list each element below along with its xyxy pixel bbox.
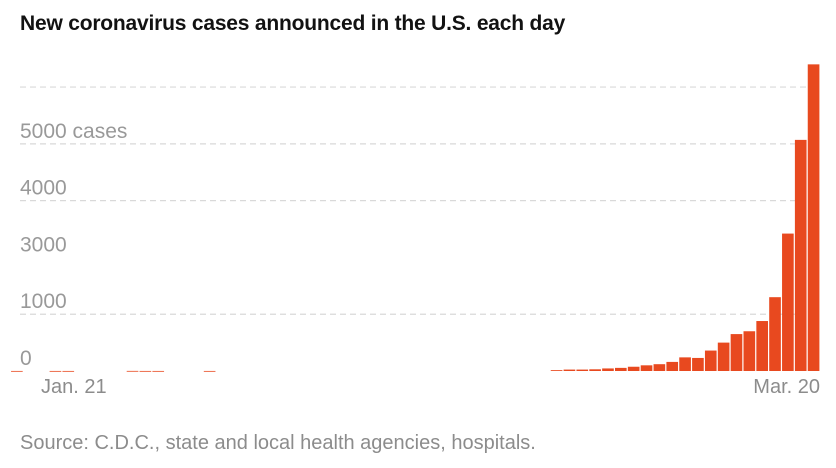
bar-day-12 (152, 370, 165, 372)
x-tick-label-start: Jan. 21 (41, 376, 107, 398)
source-note: Source: C.D.C., state and local health a… (20, 432, 536, 454)
y-tick-label-0: 0 (20, 347, 32, 370)
bar-day-59 (756, 321, 768, 371)
bar-chart: 0 1000 3000 4000 5000 cases Jan. 21 Mar. 20 (11, 64, 820, 398)
y-tick-label-4000: 5000 cases (20, 120, 127, 143)
y-tick-label-1000: 1000 (20, 290, 67, 313)
bar-day-60 (769, 297, 781, 371)
bar-day-48 (615, 367, 627, 371)
bar-day-57 (730, 334, 743, 371)
bar-day-51 (653, 364, 666, 371)
y-tick-label-2000: 3000 (20, 233, 67, 256)
bar-day-4 (49, 370, 62, 372)
bar-day-5 (62, 370, 75, 372)
bar-day-44 (563, 369, 576, 371)
chart-title: New coronavirus cases announced in the U… (20, 12, 566, 35)
bar-day-58 (743, 331, 756, 371)
grid-lines (20, 86, 820, 315)
y-tick-label-3000: 4000 (20, 177, 67, 200)
x-tick-labels: Jan. 21 Mar. 20 (41, 376, 820, 398)
bar-day-62 (794, 139, 807, 371)
bar-day-43 (550, 370, 563, 371)
bar-day-1 (11, 370, 23, 372)
bar-day-56 (717, 342, 730, 371)
bar-day-46 (589, 369, 601, 371)
bar-day-55 (704, 350, 717, 371)
bar-day-47 (602, 368, 614, 371)
bar-day-63 (807, 64, 820, 372)
bar-day-10 (126, 370, 139, 372)
bar-day-49 (627, 366, 640, 371)
bars (11, 64, 820, 372)
bar-day-53 (679, 357, 691, 371)
bar-day-50 (640, 365, 653, 371)
x-tick-label-end: Mar. 20 (753, 376, 820, 398)
bar-day-45 (576, 369, 589, 371)
bar-day-11 (139, 370, 152, 372)
y-tick-labels: 0 1000 3000 4000 5000 cases (20, 120, 127, 370)
bar-day-16 (203, 370, 216, 372)
bar-day-52 (666, 361, 679, 371)
bar-day-54 (692, 357, 704, 371)
bar-day-61 (782, 233, 794, 371)
